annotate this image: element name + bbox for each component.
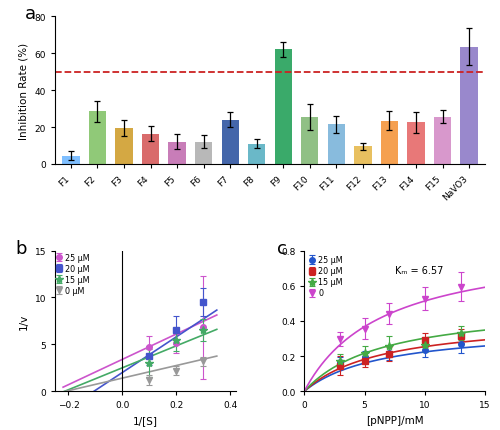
Bar — [381, 121, 398, 165]
Text: c: c — [277, 240, 287, 258]
Bar — [408, 123, 424, 165]
Bar — [142, 134, 159, 165]
Bar — [301, 118, 318, 165]
Bar — [328, 125, 345, 165]
Bar — [274, 50, 292, 165]
Legend: 25 μM, 20 μM, 15 μM, 0: 25 μM, 20 μM, 15 μM, 0 — [308, 255, 344, 298]
Bar — [434, 118, 451, 165]
Text: b: b — [16, 240, 27, 258]
Bar — [116, 129, 132, 165]
Legend: 25 μM, 20 μM, 15 μM, 0 μM: 25 μM, 20 μM, 15 μM, 0 μM — [56, 252, 90, 296]
Bar — [195, 142, 212, 165]
Bar — [222, 120, 239, 165]
Y-axis label: Inhibition Rate (%): Inhibition Rate (%) — [19, 43, 29, 139]
X-axis label: 1/[S]: 1/[S] — [133, 415, 158, 425]
Y-axis label: 1/v: 1/v — [19, 313, 29, 329]
Text: a: a — [25, 6, 36, 23]
Bar — [89, 112, 106, 165]
Text: Kₘ = 6.57: Kₘ = 6.57 — [394, 265, 443, 275]
Bar — [62, 156, 80, 165]
Bar — [168, 142, 186, 165]
Bar — [460, 48, 477, 165]
Bar — [248, 144, 266, 165]
Bar — [354, 147, 372, 165]
X-axis label: [pNPP]/mM: [pNPP]/mM — [366, 415, 424, 425]
